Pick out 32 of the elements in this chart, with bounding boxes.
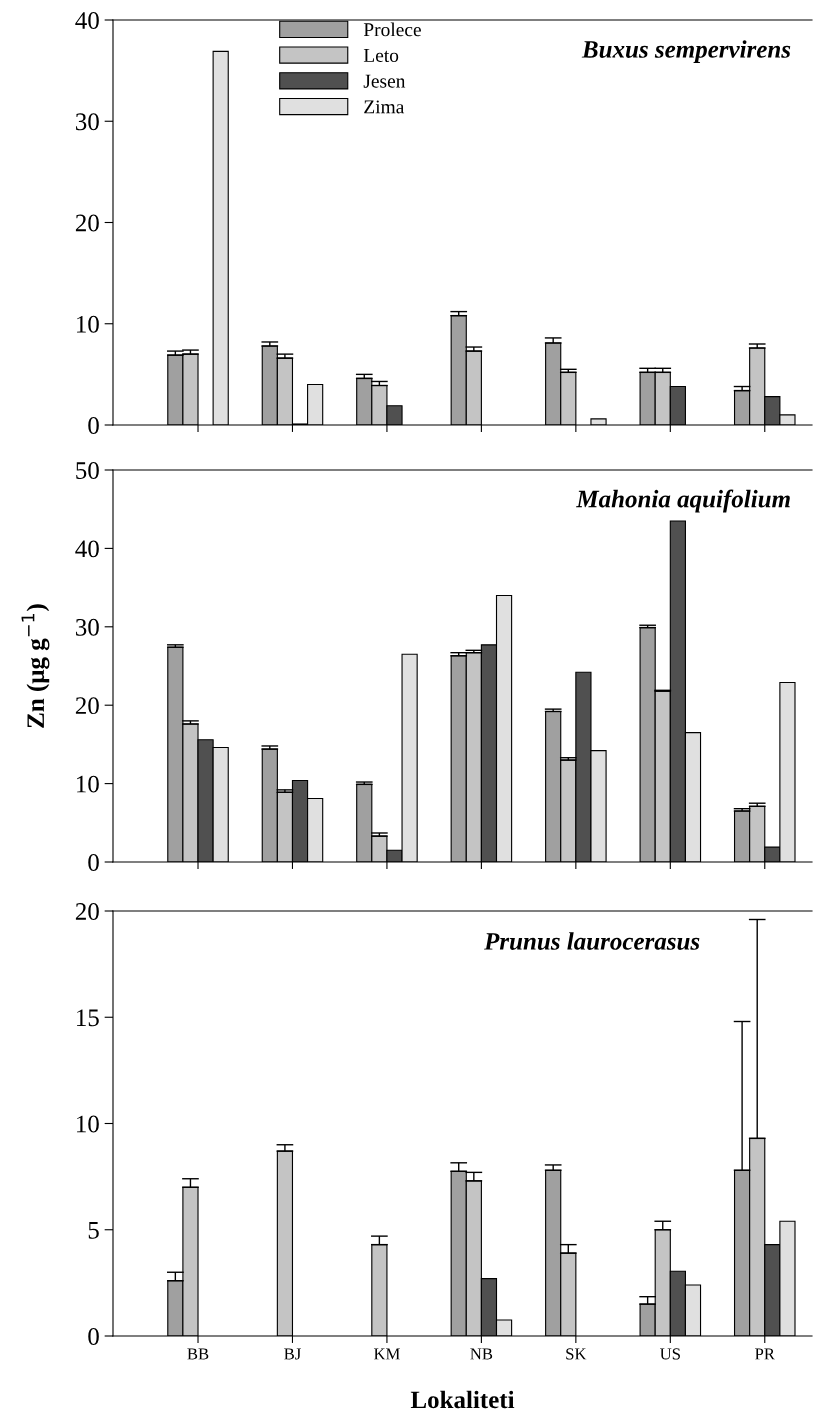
y-tick-label: 20: [75, 697, 99, 715]
y-tick-label: 0: [88, 417, 99, 434]
y-tick-label: 10: [77, 315, 99, 333]
y-tick-label: 0: [88, 1328, 99, 1345]
x-tick-label: BJ: [284, 1348, 301, 1360]
legend-label: Zima: [364, 100, 405, 114]
y-tick-label: 15: [77, 1009, 99, 1027]
x-tick-label: PR: [755, 1348, 775, 1360]
y-tick-label: 10: [77, 1115, 99, 1133]
y-tick-label: 40: [75, 540, 99, 558]
y-tick-label: 10: [77, 775, 99, 793]
y-axis-title: Zn (μg g$^{−1}$): [21, 604, 50, 728]
y-tick-label: 0: [88, 854, 99, 871]
y-tick-label: 20: [75, 214, 99, 232]
x-tick-label: NB: [470, 1348, 493, 1360]
x-tick-label: BB: [187, 1348, 209, 1360]
x-tick-label: US: [660, 1348, 680, 1360]
y-tick-label: 30: [76, 618, 99, 636]
y-tick-label: 40: [75, 12, 99, 29]
y-tick-label: 5: [88, 1222, 99, 1239]
legend-label: Leto: [363, 49, 399, 62]
text: Mahonia aquifolium: [576, 489, 790, 513]
y-tick-label: 20: [75, 903, 99, 920]
x-axis-title: Lokaliteti: [410, 1390, 515, 1409]
y-tick-label: 30: [76, 113, 99, 131]
text: Prunus laurocerasus: [484, 932, 700, 950]
x-tick-label: SK: [566, 1348, 587, 1360]
text: Buxus sempervirens: [581, 40, 791, 63]
y-tick-label: 50: [76, 462, 99, 479]
legend-label: Jesen: [363, 74, 406, 88]
x-tick-label: KM: [373, 1348, 400, 1360]
legend-label: Prolece: [363, 22, 421, 37]
